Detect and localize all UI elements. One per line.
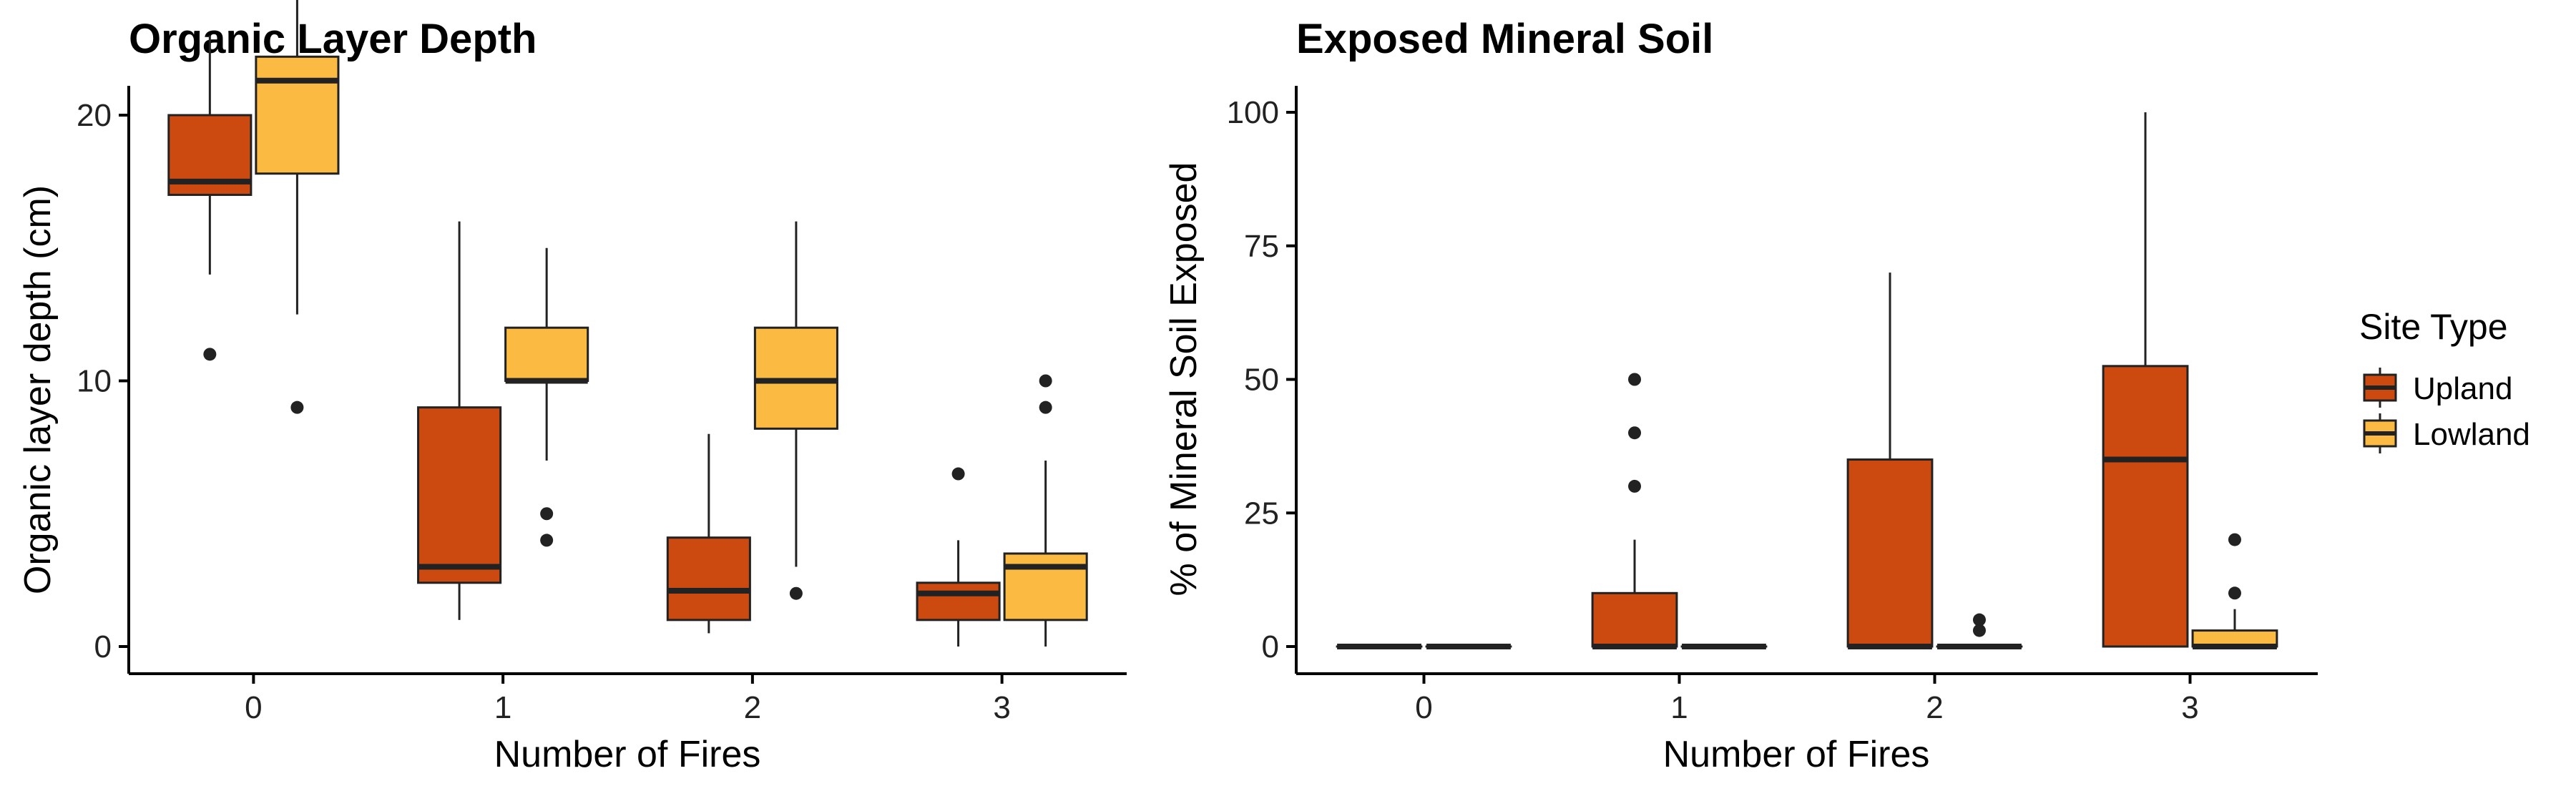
y-axis-title: Organic layer depth (cm) xyxy=(17,185,59,594)
outlier-point xyxy=(540,534,554,547)
outlier-point xyxy=(203,348,217,361)
legend-label: Lowland xyxy=(2413,417,2530,452)
box-upland xyxy=(417,221,502,620)
x-tick-label: 3 xyxy=(2181,690,2198,725)
box-body xyxy=(1591,591,1678,648)
x-tick-label: 2 xyxy=(1926,690,1943,725)
box-lowland xyxy=(1003,374,1088,647)
box-lowland xyxy=(2191,533,2278,649)
box-upland xyxy=(1591,373,1678,649)
y-tick-label: 75 xyxy=(1244,229,1279,264)
box-lowland xyxy=(753,221,838,600)
x-tick-label: 0 xyxy=(1415,690,1432,725)
outlier-point xyxy=(1039,374,1052,388)
box-series xyxy=(167,0,1088,647)
box-body xyxy=(417,406,502,584)
box-upland xyxy=(916,467,1001,647)
outlier-point xyxy=(2228,533,2241,546)
legend-title: Site Type xyxy=(2359,307,2508,347)
box-upland xyxy=(666,433,751,634)
box-body xyxy=(666,536,751,621)
x-ticks: 0 1 2 3 xyxy=(1415,674,2199,725)
x-tick-label: 1 xyxy=(494,690,511,725)
outlier-point xyxy=(1628,426,1642,440)
y-ticks: 0 25 50 75 100 xyxy=(1227,95,1296,664)
box-upland xyxy=(1846,272,1934,649)
outlier-point xyxy=(951,467,965,481)
box-lowland xyxy=(255,0,340,414)
box-body xyxy=(504,326,589,383)
box-body xyxy=(1003,552,1088,621)
panel-organic-layer-depth: Organic Layer Depth Number of Fires Orga… xyxy=(17,0,1127,775)
panel-title: Exposed Mineral Soil xyxy=(1296,16,1713,62)
outlier-point xyxy=(540,507,554,521)
x-ticks: 0 1 2 3 xyxy=(245,674,1011,725)
box-body xyxy=(1846,458,1934,648)
y-tick-label: 20 xyxy=(77,98,112,133)
panel-exposed-mineral-soil: Exposed Mineral Soil Number of Fires % o… xyxy=(1163,16,2318,775)
outlier-point xyxy=(1628,373,1642,386)
outlier-point xyxy=(290,401,304,414)
y-tick-label: 50 xyxy=(1244,363,1279,398)
x-axis-title: Number of Fires xyxy=(1663,734,1930,775)
box-body xyxy=(916,581,1001,621)
box-upland xyxy=(167,35,253,361)
legend-item-upland: Upland xyxy=(2363,368,2512,408)
box-body xyxy=(255,55,340,175)
y-tick-label: 100 xyxy=(1227,95,1279,130)
legend: Site Type Upland Lowland xyxy=(2359,307,2530,453)
outlier-point xyxy=(1972,613,1986,627)
box-upland xyxy=(2102,112,2189,648)
box-series xyxy=(1336,112,2278,649)
panel-title: Organic Layer Depth xyxy=(129,16,537,62)
legend-label: Upland xyxy=(2413,371,2512,406)
outlier-point xyxy=(1039,401,1052,414)
y-tick-label: 10 xyxy=(77,364,112,399)
x-tick-label: 0 xyxy=(245,690,262,725)
y-tick-label: 0 xyxy=(94,629,112,664)
x-tick-label: 2 xyxy=(744,690,761,725)
legend-item-lowland: Lowland xyxy=(2363,413,2530,453)
y-axis-title: % of Mineral Soil Exposed xyxy=(1163,162,1205,596)
x-axis-title: Number of Fires xyxy=(494,734,761,775)
outlier-point xyxy=(1972,624,1986,637)
outlier-point xyxy=(789,586,803,600)
box-body xyxy=(2102,365,2189,648)
y-tick-label: 0 xyxy=(1262,629,1279,664)
x-tick-label: 3 xyxy=(993,690,1010,725)
box-lowland xyxy=(1936,613,2023,649)
box-lowland xyxy=(504,247,589,547)
outlier-point xyxy=(1628,479,1642,493)
outlier-point xyxy=(2228,586,2241,600)
y-ticks: 0 10 20 xyxy=(77,98,129,664)
x-tick-label: 1 xyxy=(1670,690,1688,725)
y-tick-label: 25 xyxy=(1244,496,1279,531)
